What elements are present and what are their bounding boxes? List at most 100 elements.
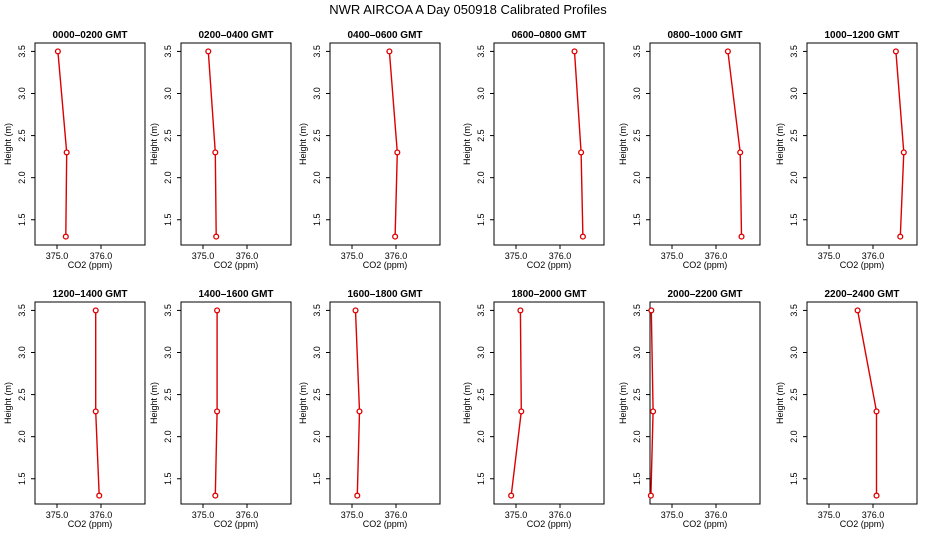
y-axis-label: Height (m) bbox=[462, 123, 472, 165]
x-tick-label: 375.0 bbox=[46, 251, 69, 261]
profile-point bbox=[897, 233, 904, 240]
y-tick-label: 3.0 bbox=[163, 87, 173, 100]
y-tick-label: 2.5 bbox=[17, 129, 27, 142]
plot-frame bbox=[329, 42, 441, 246]
y-tick-label: 3.5 bbox=[476, 45, 486, 58]
y-tick-label: 2.0 bbox=[312, 171, 322, 184]
y-tick-label: 3.5 bbox=[163, 304, 173, 317]
x-tick-label: 376.0 bbox=[549, 510, 572, 520]
y-tick-label: 2.5 bbox=[17, 388, 27, 401]
panel-title: 0200–0400 GMT bbox=[198, 30, 273, 41]
y-tick-label: 3.0 bbox=[476, 346, 486, 359]
profile-point bbox=[54, 48, 61, 55]
x-axis-label: CO2 (ppm) bbox=[683, 519, 728, 529]
profile-point bbox=[214, 307, 221, 314]
profile-line bbox=[94, 310, 100, 496]
y-axis-label: Height (m) bbox=[3, 123, 13, 165]
x-tick-label: 375.0 bbox=[341, 251, 364, 261]
y-tick-label: 3.5 bbox=[163, 45, 173, 58]
profile-point bbox=[724, 48, 731, 55]
profile-line bbox=[650, 310, 654, 496]
x-tick-label: 375.0 bbox=[661, 510, 684, 520]
x-tick-label: 375.0 bbox=[818, 251, 841, 261]
plot-frame bbox=[329, 301, 441, 505]
y-tick-label: 1.5 bbox=[17, 213, 27, 226]
y-tick-label: 1.5 bbox=[476, 472, 486, 485]
profile-point bbox=[96, 492, 103, 499]
x-tick-label: 376.0 bbox=[705, 510, 728, 520]
x-tick-label: 376.0 bbox=[862, 510, 885, 520]
plot-frame bbox=[493, 42, 605, 246]
y-tick-label: 3.5 bbox=[312, 45, 322, 58]
panel-title: 2000–2200 GMT bbox=[667, 289, 742, 300]
y-axis-label: Height (m) bbox=[298, 382, 308, 424]
y-tick-label: 3.0 bbox=[312, 346, 322, 359]
y-tick-label: 1.5 bbox=[789, 213, 799, 226]
profile-point bbox=[648, 307, 655, 314]
profile-point bbox=[517, 307, 524, 314]
y-tick-label: 1.5 bbox=[312, 213, 322, 226]
y-tick-label: 3.5 bbox=[312, 304, 322, 317]
panel-title: 0800–1000 GMT bbox=[667, 30, 742, 41]
plot-frame bbox=[180, 301, 292, 505]
profile-point bbox=[392, 233, 399, 240]
profile-point bbox=[386, 48, 393, 55]
y-tick-label: 1.5 bbox=[632, 213, 642, 226]
profile-point bbox=[92, 307, 99, 314]
profile-point bbox=[579, 233, 586, 240]
y-tick-label: 2.0 bbox=[476, 430, 486, 443]
panel-title: 1400–1600 GMT bbox=[198, 289, 273, 300]
x-tick-label: 376.0 bbox=[385, 510, 408, 520]
x-tick-label: 375.0 bbox=[192, 251, 215, 261]
y-tick-label: 2.0 bbox=[163, 430, 173, 443]
x-axis-label: CO2 (ppm) bbox=[683, 260, 728, 270]
y-tick-label: 2.0 bbox=[476, 171, 486, 184]
x-tick-label: 376.0 bbox=[90, 251, 113, 261]
profile-point bbox=[63, 149, 70, 156]
y-tick-label: 2.0 bbox=[632, 171, 642, 184]
y-tick-label: 2.0 bbox=[163, 171, 173, 184]
profile-line bbox=[727, 51, 743, 237]
profile-point bbox=[213, 233, 220, 240]
plot-frame bbox=[180, 42, 292, 246]
profile-point bbox=[354, 492, 361, 499]
x-axis-label: CO2 (ppm) bbox=[68, 260, 113, 270]
y-axis-label: Height (m) bbox=[775, 123, 785, 165]
x-axis-label: CO2 (ppm) bbox=[214, 519, 259, 529]
profile-point bbox=[854, 307, 861, 314]
profile-line bbox=[207, 51, 217, 237]
figure-title: NWR AIRCOA A Day 050918 Calibrated Profi… bbox=[329, 2, 607, 17]
profile-point bbox=[205, 48, 212, 55]
y-tick-label: 2.0 bbox=[632, 430, 642, 443]
y-tick-label: 3.0 bbox=[632, 87, 642, 100]
y-axis-label: Height (m) bbox=[618, 123, 628, 165]
panel-title: 0400–0600 GMT bbox=[347, 30, 422, 41]
y-tick-label: 3.5 bbox=[632, 304, 642, 317]
y-tick-label: 1.5 bbox=[17, 472, 27, 485]
y-tick-label: 2.5 bbox=[632, 129, 642, 142]
x-axis-label: CO2 (ppm) bbox=[68, 519, 113, 529]
plot-frame bbox=[806, 301, 918, 505]
profile-point bbox=[578, 149, 585, 156]
y-tick-label: 2.5 bbox=[789, 129, 799, 142]
x-tick-label: 376.0 bbox=[90, 510, 113, 520]
y-tick-label: 3.0 bbox=[632, 346, 642, 359]
y-tick-label: 2.0 bbox=[789, 171, 799, 184]
y-tick-label: 3.0 bbox=[789, 346, 799, 359]
x-axis-label: CO2 (ppm) bbox=[527, 260, 572, 270]
profile-line bbox=[856, 310, 878, 496]
y-tick-label: 2.5 bbox=[163, 129, 173, 142]
profile-point bbox=[92, 408, 99, 415]
x-tick-label: 375.0 bbox=[505, 510, 528, 520]
x-tick-label: 375.0 bbox=[341, 510, 364, 520]
y-tick-label: 2.0 bbox=[17, 430, 27, 443]
panel-title: 1600–1800 GMT bbox=[347, 289, 422, 300]
y-tick-label: 2.5 bbox=[163, 388, 173, 401]
y-axis-label: Height (m) bbox=[149, 123, 159, 165]
